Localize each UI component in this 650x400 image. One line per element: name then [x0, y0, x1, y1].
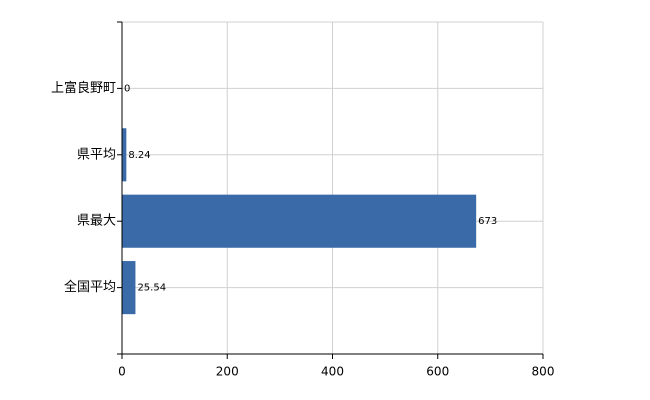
x-tick-label: 0 — [118, 365, 126, 379]
y-tick-label: 県平均 — [77, 147, 116, 162]
x-tick-label: 200 — [216, 365, 239, 379]
value-label: 0 — [124, 83, 130, 94]
bar — [122, 261, 136, 315]
value-label: 673 — [478, 216, 497, 227]
y-tick-label: 上富良野町 — [51, 80, 116, 96]
bar — [122, 128, 127, 182]
value-label: 25.54 — [137, 283, 166, 294]
bar — [122, 194, 477, 248]
x-tick-label: 400 — [321, 365, 344, 379]
value-label: 8.24 — [128, 150, 150, 161]
x-tick-label: 600 — [426, 365, 449, 379]
y-tick-label: 県最大 — [77, 214, 116, 229]
y-tick-label: 全国平均 — [64, 279, 116, 295]
x-tick-label: 800 — [532, 365, 555, 379]
